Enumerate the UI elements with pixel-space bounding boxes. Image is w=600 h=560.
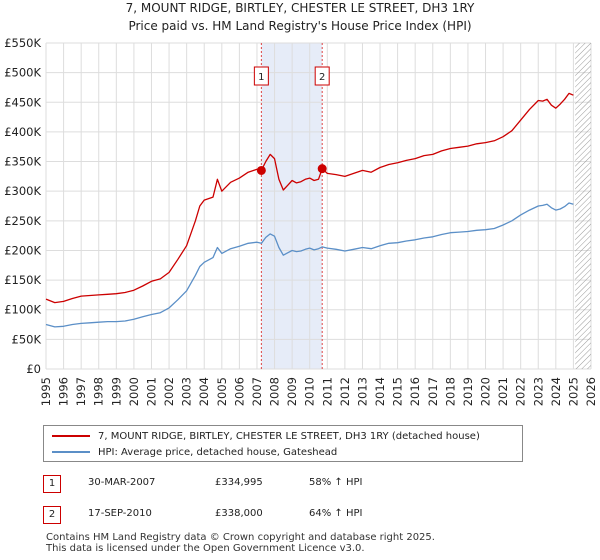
x-tick-label: 1996: [57, 377, 71, 406]
y-tick-label: £400K: [4, 125, 41, 139]
x-tick-label: 2004: [197, 377, 211, 406]
price-chart: £0 £50K £100K £150K £200K £250K £300K £350K £400…: [4, 36, 598, 406]
y-tick-label: £150K: [4, 273, 41, 287]
sale-price: £334,995: [215, 477, 263, 488]
x-tick-label: 2002: [162, 377, 176, 406]
y-tick-label: £50K: [12, 332, 42, 346]
sale-number-badge: 1: [43, 475, 61, 493]
x-tick-label: 2001: [144, 377, 158, 406]
x-tick-label: 2006: [232, 377, 246, 406]
y-tick-label: £0: [26, 362, 41, 376]
y-tick-label: £300K: [4, 184, 41, 198]
footer-licence: This data is licensed under the Open Gov…: [46, 543, 365, 554]
x-tick-label: 2010: [303, 377, 317, 406]
legend-label-property: 7, MOUNT RIDGE, BIRTLEY, CHESTER LE STRE…: [98, 430, 480, 442]
x-tick-label: 2011: [320, 377, 334, 406]
x-tick-label: 2009: [285, 377, 299, 406]
sale-date: 30-MAR-2007: [88, 477, 156, 488]
sale-point: [317, 164, 327, 174]
legend-swatch-hpi: [52, 451, 90, 453]
legend: 7, MOUNT RIDGE, BIRTLEY, CHESTER LE STRE…: [43, 425, 523, 462]
chart-title: 7, MOUNT RIDGE, BIRTLEY, CHESTER LE STRE…: [125, 1, 475, 15]
x-tick-label: 2012: [338, 377, 352, 406]
y-tick-label: £350K: [4, 155, 41, 169]
y-tick-label: £450K: [4, 95, 41, 109]
x-tick-label: 2015: [391, 377, 405, 406]
x-tick-label: 2026: [584, 377, 598, 406]
sale-annotation-box: [253, 66, 269, 86]
x-tick-label: 2007: [250, 377, 264, 406]
x-tick-label: 1998: [92, 377, 106, 406]
x-tick-label: 2018: [443, 377, 457, 406]
x-tick-label: 1995: [39, 377, 53, 406]
legend-item-hpi: HPI: Average price, detached house, Gate…: [52, 445, 337, 459]
future-forecast-region: [575, 43, 591, 369]
y-tick-label: £100K: [4, 303, 41, 317]
x-tick-label: 2008: [268, 377, 282, 406]
footer-copyright: Contains HM Land Registry data © Crown c…: [46, 532, 435, 543]
x-tick-label: 2025: [566, 377, 580, 406]
sale-date: 17-SEP-2010: [88, 508, 152, 519]
x-tick-label: 2000: [127, 377, 141, 406]
sale-point: [256, 165, 266, 175]
y-tick-label: £200K: [4, 243, 41, 257]
x-tick-label: 2003: [180, 377, 194, 406]
x-tick-label: 2013: [355, 377, 369, 406]
sale-annotation-label: 1: [258, 72, 264, 83]
legend-label-hpi: HPI: Average price, detached house, Gate…: [98, 446, 338, 458]
x-tick-label: 2014: [373, 377, 387, 406]
sale-price: £338,000: [215, 508, 263, 519]
hpi-line: [45, 202, 574, 328]
chart-subtitle: Price paid vs. HM Land Registry's House …: [128, 19, 472, 33]
x-tick-label: 2017: [426, 377, 440, 406]
x-tick-label: 2024: [549, 377, 563, 406]
property-price-line: [45, 92, 574, 304]
x-tick-label: 2022: [514, 377, 528, 406]
x-tick-label: 2023: [531, 377, 545, 406]
sale-hpi-change: 64% ↑ HPI: [309, 508, 363, 519]
sale-number-badge: 2: [43, 506, 61, 524]
x-tick-label: 2021: [496, 377, 510, 406]
x-tick-label: 2019: [461, 377, 475, 406]
x-tick-label: 1997: [74, 377, 88, 406]
sale-hpi-change: 58% ↑ HPI: [309, 477, 363, 488]
x-tick-label: 2016: [408, 377, 422, 406]
x-tick-label: 2020: [479, 377, 493, 406]
y-tick-label: £550K: [4, 36, 41, 50]
legend-swatch-property: [52, 435, 90, 437]
legend-item-property: 7, MOUNT RIDGE, BIRTLEY, CHESTER LE STRE…: [52, 429, 480, 443]
y-tick-label: £250K: [4, 214, 41, 228]
sale-annotation-box: [314, 66, 330, 86]
x-tick-label: 2005: [215, 377, 229, 406]
x-tick-label: 1999: [109, 377, 123, 406]
sale-annotation-label: 2: [319, 72, 325, 83]
y-tick-label: £500K: [4, 66, 41, 80]
